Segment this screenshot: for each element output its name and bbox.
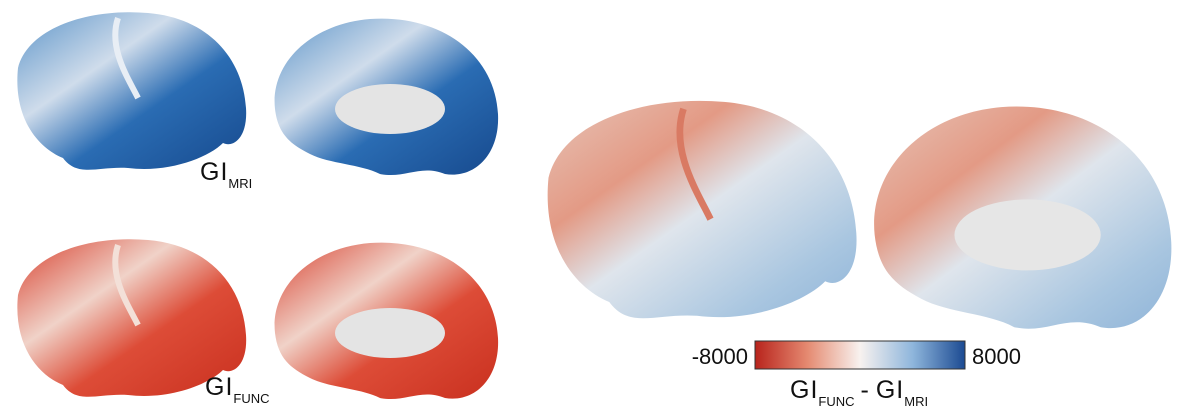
brain-medial [274,18,499,176]
label-part: FUNC [233,391,269,406]
brain-lateral [547,100,857,319]
difference-label: GIFUNC - GIMRI [790,376,928,409]
label-part: GI [876,376,904,404]
brain-lateral [17,12,247,170]
label-part: FUNC [818,394,854,409]
label-part: GI [200,158,228,186]
label-part: MRI [904,394,928,409]
brain-lateral [17,239,247,397]
colorbar-min: -8000 [692,344,748,369]
brain-medial [874,106,1172,329]
panel-label: GIMRI [200,158,252,191]
panel-label: GIFUNC [205,373,270,406]
brain-medial [274,242,499,400]
colorbar [754,340,966,370]
label-part: MRI [228,176,252,191]
label-part: GI [205,373,233,401]
label-part: GI [790,376,818,404]
colorbar-max: 8000 [972,344,1021,369]
label-part: - [861,376,870,404]
